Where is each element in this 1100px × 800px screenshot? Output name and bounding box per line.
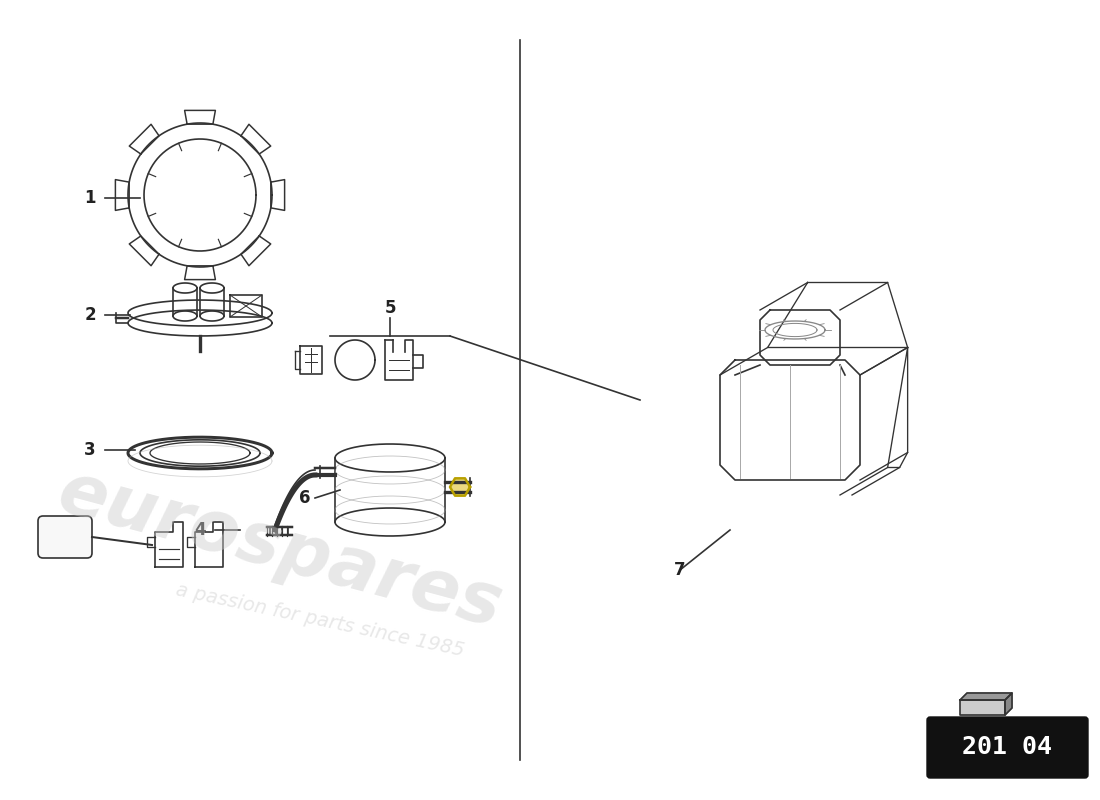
Polygon shape <box>1005 693 1012 715</box>
Polygon shape <box>450 478 470 496</box>
Text: 5: 5 <box>384 299 396 317</box>
FancyBboxPatch shape <box>927 717 1088 778</box>
Text: 201 04: 201 04 <box>962 735 1052 759</box>
Text: a passion for parts since 1985: a passion for parts since 1985 <box>174 580 466 660</box>
Text: eurospares: eurospares <box>51 458 509 642</box>
Text: 4: 4 <box>195 521 206 539</box>
Text: 3: 3 <box>85 441 96 459</box>
Text: 7: 7 <box>674 561 685 579</box>
Text: 6: 6 <box>299 489 310 507</box>
Text: 1: 1 <box>85 189 96 207</box>
Text: 2: 2 <box>85 306 96 324</box>
FancyBboxPatch shape <box>39 516 92 558</box>
Polygon shape <box>960 700 1005 715</box>
Polygon shape <box>960 693 1012 700</box>
